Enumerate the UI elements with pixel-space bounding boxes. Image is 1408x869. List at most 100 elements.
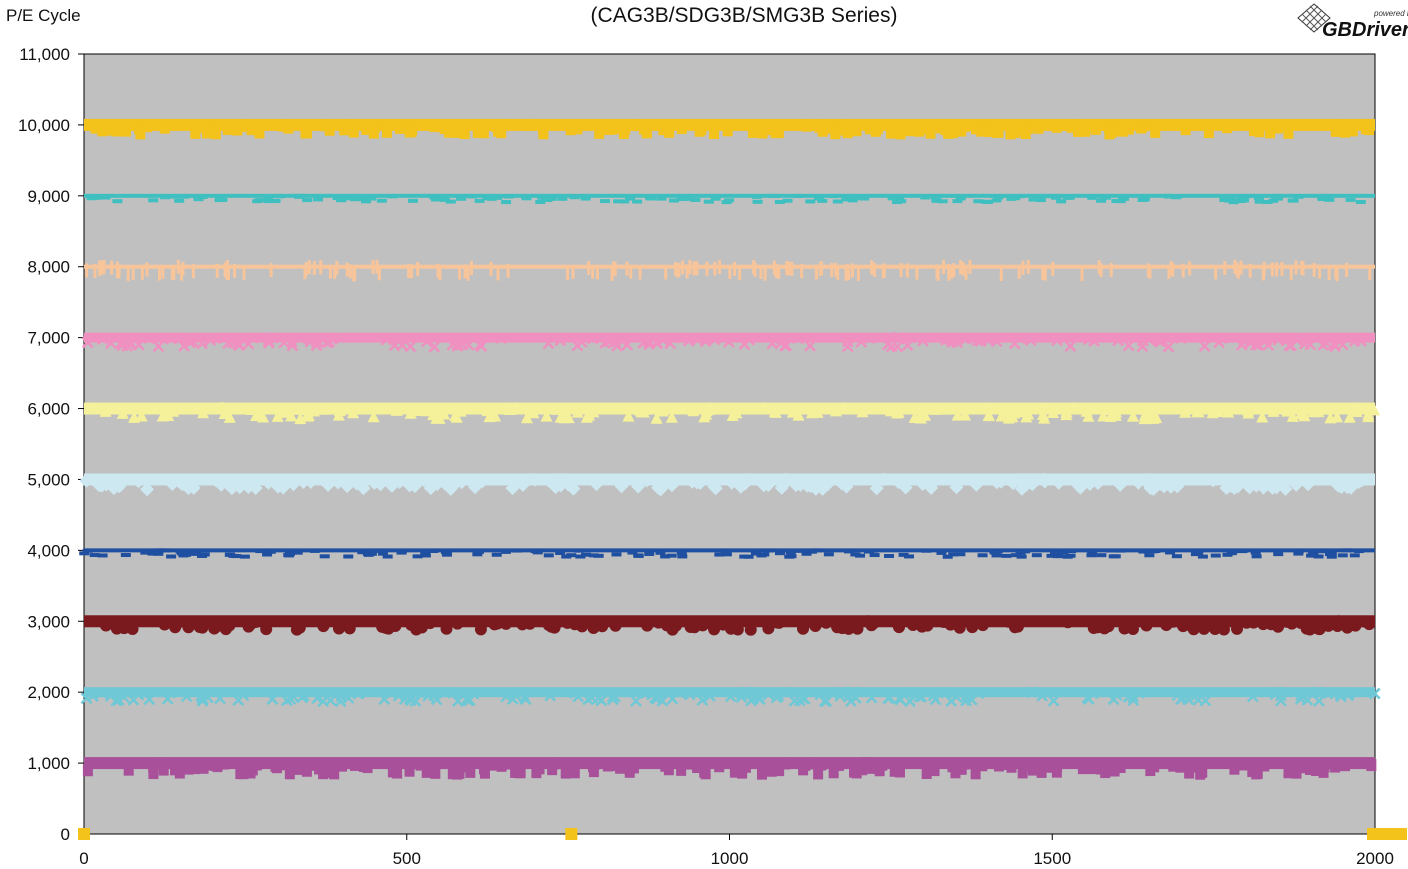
data-point [885, 340, 898, 353]
data-point [823, 121, 834, 134]
data-point [214, 401, 227, 414]
data-point [486, 196, 497, 201]
y-tick-label: 8,000 [27, 258, 70, 277]
data-point [1300, 477, 1315, 492]
data-point [503, 194, 514, 199]
data-point [1106, 548, 1117, 553]
data-point [876, 472, 891, 487]
data-point [816, 758, 827, 771]
data-point [326, 333, 338, 345]
data-point [255, 549, 266, 554]
data-point [1017, 766, 1028, 779]
series-band-7000 [84, 332, 1375, 343]
data-point [820, 261, 824, 276]
data-point [1273, 121, 1284, 134]
data-point [1060, 405, 1073, 418]
data-point [1307, 550, 1318, 555]
data-point [242, 478, 257, 493]
data-point [851, 124, 862, 137]
data-point [596, 620, 609, 633]
data-point [1313, 554, 1324, 559]
data-point [795, 548, 806, 553]
y-tick-label: 0 [61, 825, 70, 844]
data-point [376, 198, 387, 203]
data-point [977, 759, 988, 772]
data-point [1197, 765, 1208, 778]
data-point [1198, 340, 1211, 352]
data-point [1337, 553, 1348, 558]
data-point [557, 196, 568, 201]
data-point [610, 266, 614, 281]
data-point [312, 261, 316, 276]
zero-point [78, 828, 90, 840]
data-point [1259, 759, 1270, 772]
data-point [1046, 553, 1057, 558]
data-point [1246, 690, 1259, 703]
data-point [270, 198, 281, 203]
y-tick-label: 11,000 [19, 45, 70, 64]
data-point [454, 475, 469, 490]
data-point [1110, 554, 1121, 559]
data-point [832, 199, 843, 204]
data-point [820, 695, 833, 708]
data-point [440, 622, 453, 635]
data-point [1171, 195, 1182, 200]
data-point [1010, 553, 1021, 558]
data-point [676, 550, 687, 555]
data-point [982, 409, 995, 422]
data-point [193, 621, 206, 634]
data-point [193, 197, 204, 202]
data-point [1006, 760, 1017, 773]
data-point [833, 758, 844, 771]
data-point [548, 480, 563, 495]
data-point [1319, 760, 1330, 773]
data-point [1171, 262, 1175, 277]
data-point [437, 476, 452, 491]
data-point [1160, 617, 1173, 630]
data-point [1180, 123, 1191, 136]
data-point [1020, 549, 1031, 554]
data-point [324, 694, 337, 707]
data-point [1269, 480, 1284, 495]
data-point [189, 549, 200, 554]
data-point [693, 475, 708, 490]
x-tick-label: 2000 [1356, 849, 1394, 868]
data-point [1349, 401, 1362, 414]
data-point [774, 551, 785, 556]
data-point [158, 618, 171, 631]
data-point [372, 548, 383, 553]
data-point [224, 552, 235, 557]
data-point [1231, 622, 1244, 635]
data-point [651, 337, 664, 350]
data-point [131, 474, 146, 489]
data-point [429, 195, 440, 200]
data-point [100, 260, 104, 275]
data-point [666, 693, 679, 705]
y-tick-label: 3,000 [27, 612, 70, 631]
data-point [572, 122, 583, 135]
data-point [1360, 122, 1371, 135]
data-point [449, 408, 462, 421]
data-point [940, 686, 953, 699]
data-point [1110, 689, 1123, 702]
data-point [454, 766, 465, 779]
data-point [343, 622, 356, 635]
data-point [1291, 766, 1302, 779]
data-point [1251, 767, 1262, 780]
data-point [1366, 759, 1377, 772]
data-point [770, 616, 783, 629]
data-point [950, 264, 954, 279]
data-point [1250, 550, 1261, 555]
data-point [1064, 340, 1077, 353]
data-point [496, 759, 507, 772]
data-point [1174, 332, 1187, 344]
data-point [989, 550, 1000, 555]
data-point [375, 259, 379, 274]
data-point [1347, 124, 1358, 137]
data-point [606, 693, 619, 706]
data-point [571, 264, 575, 279]
data-point [549, 757, 560, 770]
data-point [1269, 688, 1282, 701]
data-point [708, 333, 721, 346]
